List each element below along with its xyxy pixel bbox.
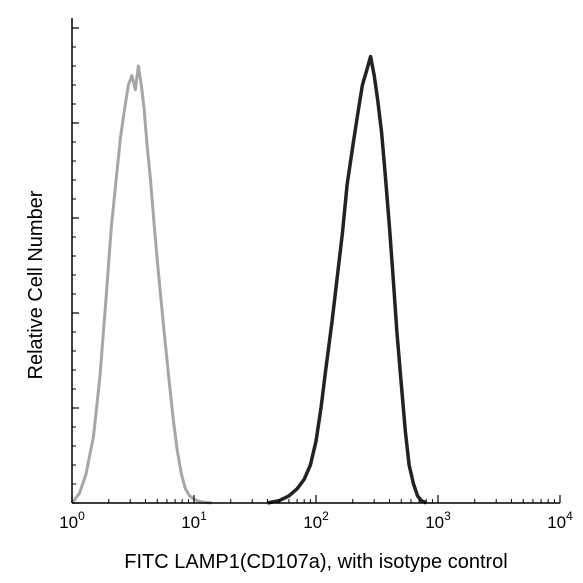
axes: 100 101 102 103 104 — [59, 18, 573, 532]
histogram-series-lamp1 — [267, 54, 427, 505]
x-tick-label: 104 — [547, 509, 573, 532]
x-tick-label: 101 — [181, 509, 207, 532]
y-axis-title: Relative Cell Number — [25, 190, 47, 379]
histogram-series-isotype — [70, 64, 212, 505]
x-tick-label: 102 — [303, 509, 329, 532]
x-tick-label: 100 — [59, 509, 85, 532]
x-axis-title: FITC LAMP1(CD107a), with isotype control — [124, 551, 507, 573]
plot-area — [70, 54, 427, 505]
x-tick-label: 103 — [425, 509, 451, 532]
